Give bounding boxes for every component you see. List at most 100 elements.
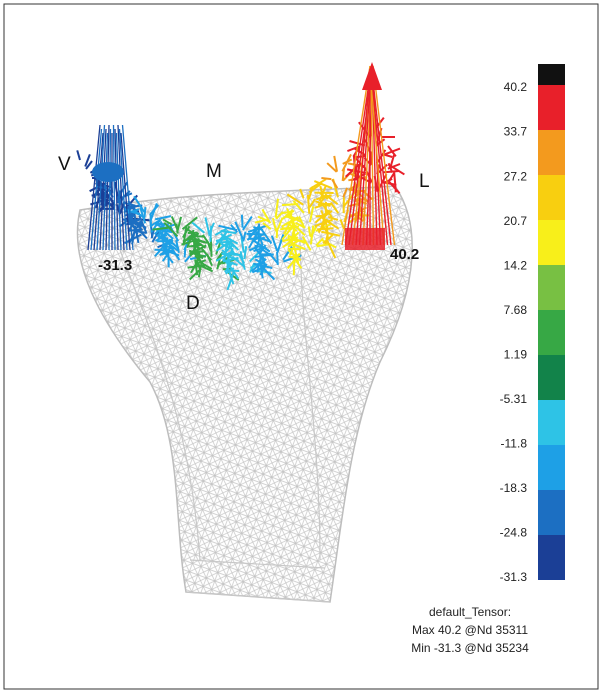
tensor-arrows	[76, 62, 405, 291]
arrow	[99, 128, 107, 251]
arrow	[286, 193, 304, 206]
label-m: M	[206, 161, 222, 182]
legend-label: -5.31	[500, 392, 528, 406]
arrow	[121, 124, 134, 251]
legend-swatch	[538, 175, 565, 220]
info-min: Min -31.3 @Nd 35234	[411, 641, 529, 655]
arrow	[176, 216, 183, 233]
arrow	[261, 208, 272, 224]
arrow	[87, 124, 101, 251]
arrow	[189, 250, 206, 253]
arrow	[216, 233, 233, 243]
arrow	[243, 246, 248, 260]
arrow	[372, 65, 396, 246]
arrow	[331, 179, 339, 189]
arrow	[149, 203, 158, 222]
arrow	[298, 216, 306, 229]
arrow	[193, 252, 207, 258]
arrow	[328, 216, 339, 221]
arrow	[143, 206, 147, 218]
arrow	[175, 239, 180, 254]
arrow	[329, 201, 340, 214]
arrow	[259, 227, 273, 245]
arrow	[315, 194, 332, 201]
arrow	[137, 228, 148, 240]
arrow	[342, 187, 349, 198]
arrow	[120, 132, 131, 251]
arrow	[371, 71, 392, 246]
arrow	[313, 180, 333, 190]
arrow	[253, 262, 273, 269]
arrow-cluster	[92, 162, 124, 182]
arrow	[85, 160, 93, 170]
arrow	[133, 195, 146, 213]
arrow	[326, 240, 337, 259]
arrow-cluster	[362, 62, 382, 90]
arrow	[276, 251, 279, 265]
arrow	[189, 241, 201, 256]
arrow	[393, 173, 397, 193]
arrow	[170, 216, 178, 229]
arrow	[308, 206, 315, 223]
arrow	[308, 198, 316, 208]
arrow	[118, 128, 128, 251]
arrow	[189, 236, 207, 249]
arrow	[195, 238, 206, 244]
arrow	[270, 254, 279, 264]
arrow	[289, 245, 295, 256]
legend-label: 1.19	[504, 347, 528, 361]
arrow	[246, 232, 266, 236]
arrow	[333, 155, 339, 172]
arrow	[388, 171, 396, 182]
arrow	[246, 224, 261, 241]
arrow	[200, 247, 213, 261]
arrow	[163, 221, 179, 238]
arrow	[370, 65, 375, 246]
arrow	[276, 234, 285, 253]
arrow	[292, 244, 300, 264]
legend-swatch	[538, 64, 565, 85]
arrow	[344, 68, 372, 246]
arrow	[102, 132, 109, 251]
arrow	[270, 235, 279, 252]
arrow	[317, 227, 334, 231]
legend-label: 20.7	[504, 214, 528, 228]
legend-label: 27.2	[504, 169, 528, 183]
arrow-cluster	[345, 228, 385, 250]
arrow	[117, 124, 125, 251]
arrow	[226, 269, 240, 273]
mesh-body	[76, 185, 413, 603]
color-legend: 40.2 33.7 27.2 20.7 14.2 7.68 1.19 -5.31 -11.8 -1…	[500, 64, 565, 584]
arrow	[181, 216, 198, 231]
arrow	[112, 124, 116, 251]
arrow	[301, 235, 312, 251]
arrow	[274, 198, 279, 218]
arrow	[389, 154, 395, 168]
arrow	[188, 243, 202, 248]
arrow	[228, 252, 239, 256]
arrow	[290, 221, 306, 237]
arrow	[154, 233, 168, 242]
arrow	[369, 65, 385, 246]
arrow	[309, 225, 318, 238]
arrow	[223, 234, 239, 245]
arrow	[315, 237, 324, 247]
arrow	[186, 229, 195, 249]
arrow	[224, 244, 233, 254]
arrow	[238, 254, 245, 264]
arrow	[149, 204, 160, 216]
arrow	[124, 233, 142, 245]
arrow	[282, 209, 294, 220]
arrow	[309, 178, 327, 190]
arrow	[260, 247, 273, 257]
arrow	[370, 68, 389, 246]
legend-label: -18.3	[500, 481, 528, 495]
legend-label: 7.68	[504, 303, 528, 317]
arrow	[98, 195, 109, 203]
arrow	[234, 221, 244, 240]
arrow	[150, 219, 160, 227]
arrow	[221, 252, 240, 262]
arrow	[286, 231, 300, 245]
arrow	[292, 243, 306, 251]
